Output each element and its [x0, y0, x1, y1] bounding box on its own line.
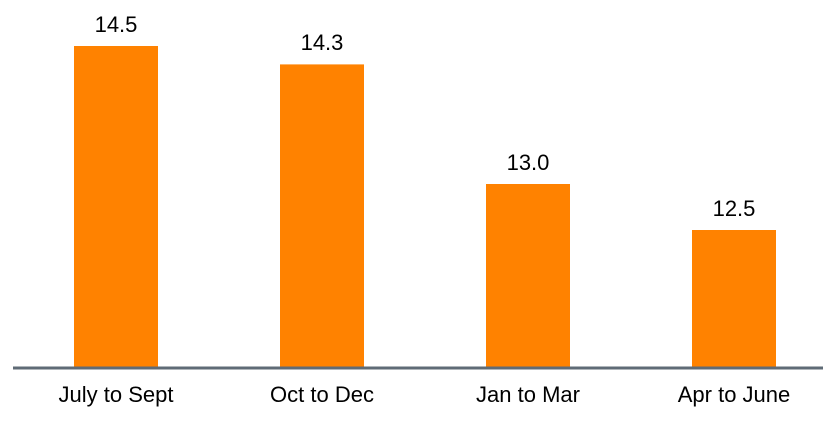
bar	[692, 230, 776, 368]
x-tick-label: Oct to Dec	[270, 382, 374, 407]
x-tick-label: July to Sept	[59, 382, 174, 407]
bar	[486, 184, 570, 368]
value-label: 12.5	[713, 196, 756, 221]
value-label: 13.0	[507, 150, 550, 175]
x-tick-label: Apr to June	[678, 382, 791, 407]
x-tick-label: Jan to Mar	[476, 382, 580, 407]
value-label: 14.3	[301, 30, 344, 55]
bar	[74, 46, 158, 368]
bar	[280, 64, 364, 369]
value-label: 14.5	[95, 12, 138, 37]
